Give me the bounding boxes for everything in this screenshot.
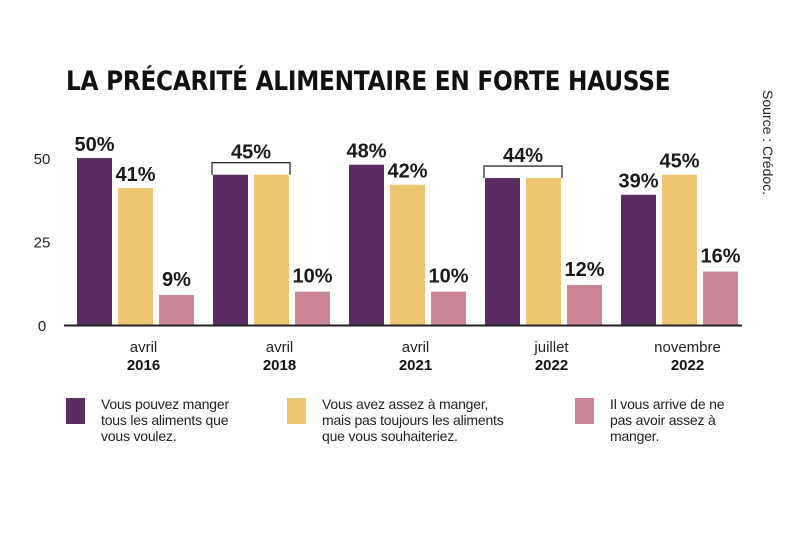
legend-label: Vous avez assez à manger, mais pas toujo… [322,396,504,444]
bar [349,164,384,325]
data-label: 45% [659,151,699,173]
x-tick-label: juillet [533,339,569,356]
bar [390,184,425,325]
x-tick-label: avril [266,339,294,356]
legend-line: vous voulez. [101,428,177,444]
x-tick-label: novembre [654,339,721,356]
legend-line: manger. [610,428,660,444]
legend-swatch [66,398,85,424]
data-label: 16% [700,246,740,268]
bar [662,174,697,325]
data-label: 45% [231,142,271,164]
bar [567,284,602,325]
x-tick-label: 2022 [671,357,704,374]
bar [703,271,738,325]
y-tick-label: 0 [38,318,46,335]
legend-label: Vous pouvez manger tous les aliments que… [101,396,229,444]
bar [295,291,330,325]
bar [485,178,520,325]
bar [159,294,194,325]
legend-swatch [287,398,306,424]
bar [254,174,289,325]
legend-swatch [575,398,594,424]
legend-line: Vous avez assez à manger, [322,396,489,412]
shared-bracket [211,162,291,175]
x-tick-label: 2016 [127,357,160,374]
x-tick-label: 2021 [399,357,432,374]
legend-line: Il vous arrive de ne [610,396,725,412]
x-tick-label: 2022 [535,357,568,374]
legend-label: Il vous arrive de ne pas avoir assez à m… [610,396,724,444]
bar [621,194,656,325]
data-label: 44% [503,145,543,167]
source-note: Source : Crédoc. [760,90,776,196]
data-label: 48% [346,141,386,163]
data-label: 9% [162,269,191,291]
legend-line: Vous pouvez manger [101,396,229,412]
data-label: 50% [74,134,114,156]
legend-line: pas avoir assez à [610,412,716,428]
legend-line: que vous souhaiteriez. [322,428,458,444]
legend-item-eat-all: Vous pouvez manger tous les aliments que… [66,396,229,444]
bar [118,188,153,325]
data-label: 39% [618,171,658,193]
data-label: 12% [564,259,604,281]
bar [526,178,561,325]
data-label: 41% [115,164,155,186]
chart-title: LA PRÉCARITÉ ALIMENTAIRE EN FORTE HAUSSE [66,66,671,97]
data-label: 42% [387,161,427,183]
bar [431,291,466,325]
bar [213,174,248,325]
legend-item-enough-not-always: Vous avez assez à manger, mais pas toujo… [287,396,504,444]
shared-bracket [483,165,563,179]
x-tick-label: avril [402,339,430,356]
x-tick-label: 2018 [263,357,296,374]
data-label: 10% [292,266,332,288]
legend-item-not-enough: Il vous arrive de ne pas avoir assez à m… [575,396,724,444]
x-tick-label: avril [130,339,158,356]
legend-line: mais pas toujours les aliments [322,412,504,428]
data-label: 10% [428,266,468,288]
y-tick-label: 50 [34,151,51,168]
legend-line: tous les aliments que [101,412,229,428]
bar [77,158,112,325]
y-tick-label: 25 [34,235,51,252]
